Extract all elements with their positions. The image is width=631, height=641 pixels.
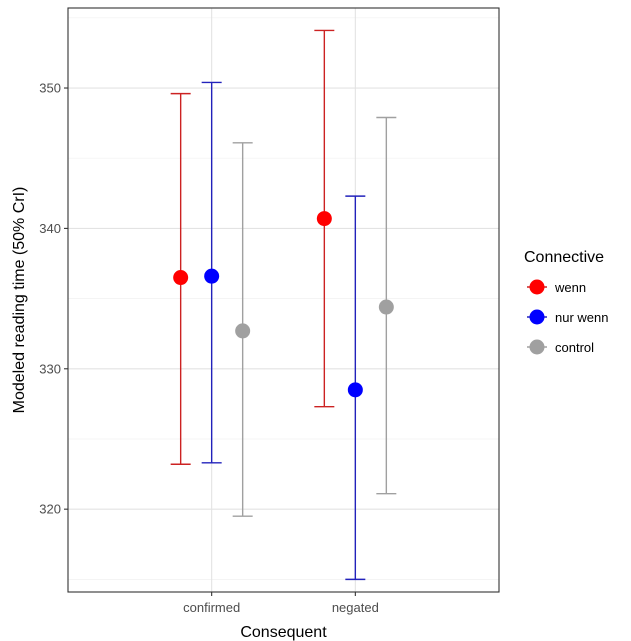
x-tick-label: confirmed (183, 600, 240, 615)
y-axis-title: Modeled reading time (50% CrI) (11, 187, 28, 414)
panel-background (68, 8, 499, 592)
y-tick-label: 340 (39, 221, 61, 236)
data-point (347, 382, 363, 398)
legend-item: control (527, 339, 594, 355)
y-axis: 320 330 340 350 (39, 81, 68, 517)
legend-title: Connective (524, 249, 604, 266)
x-axis: confirmed negated (183, 592, 379, 615)
x-axis-title: Consequent (240, 624, 327, 641)
data-point (235, 323, 251, 339)
y-tick-label: 320 (39, 502, 61, 517)
legend-key-point (529, 279, 545, 295)
x-tick-label: negated (332, 600, 379, 615)
legend-item: nur wenn (527, 309, 608, 325)
panel-border (67, 7, 500, 593)
y-tick-label: 350 (39, 81, 61, 96)
data-point (378, 299, 394, 315)
legend-label: wenn (554, 280, 586, 295)
data-point (204, 268, 220, 284)
legend-key-point (529, 339, 545, 355)
data-point (173, 270, 189, 286)
gridlines (68, 8, 499, 592)
legend-label: control (555, 340, 594, 355)
legend-label: nur wenn (555, 310, 608, 325)
data-point (316, 211, 332, 227)
legend: Connective wenn nur wenn control (524, 249, 608, 355)
y-tick-label: 330 (39, 361, 61, 376)
legend-item: wenn (527, 279, 586, 295)
legend-key-point (529, 309, 545, 325)
data-marks (170, 29, 397, 581)
